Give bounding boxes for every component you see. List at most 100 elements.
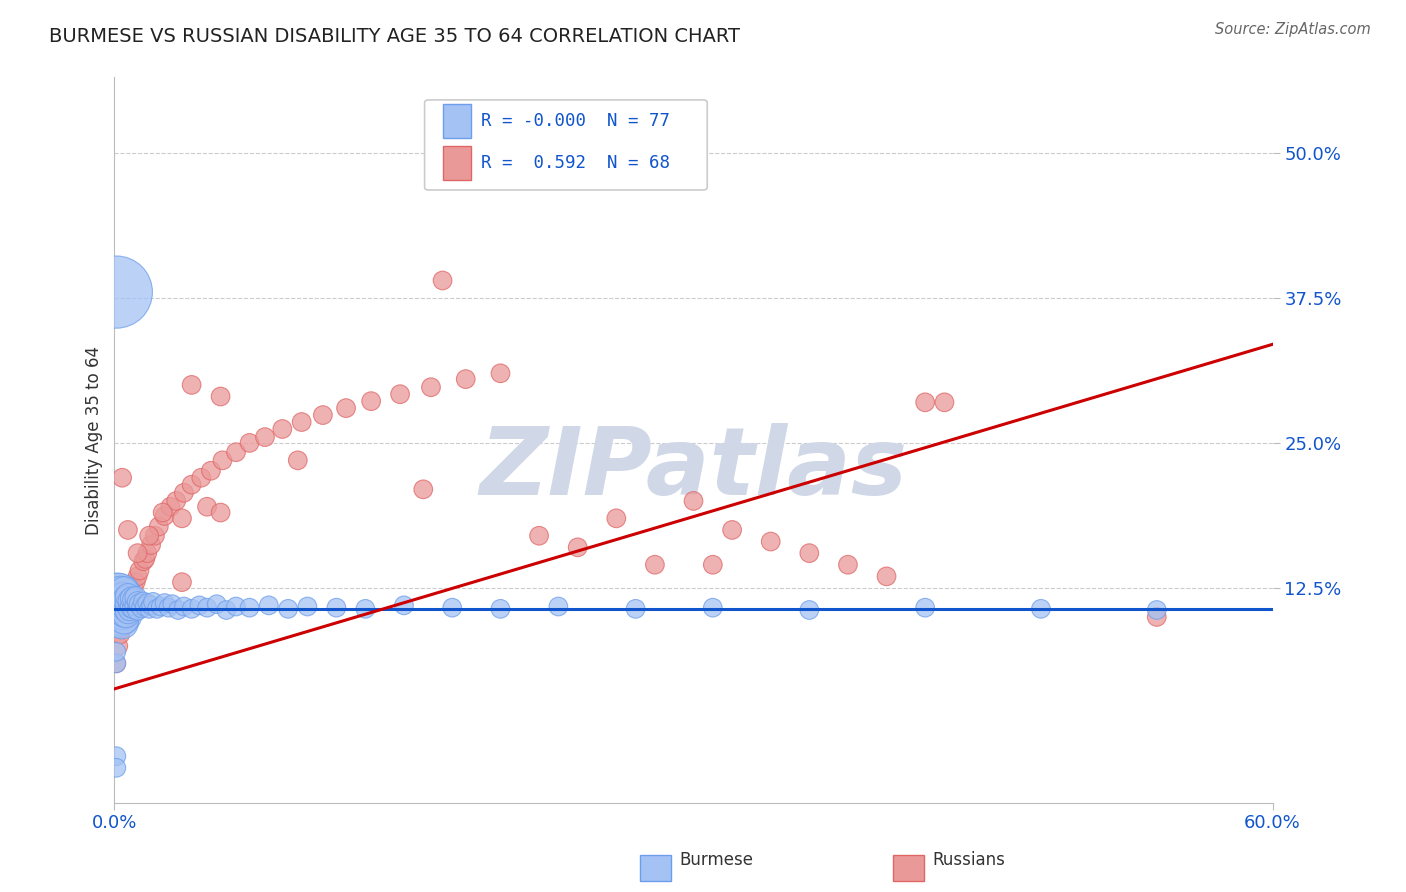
- Point: [142, 595, 165, 609]
- Text: Source: ZipAtlas.com: Source: ZipAtlas.com: [1215, 22, 1371, 37]
- Point: [547, 599, 569, 614]
- Point: [441, 600, 464, 615]
- Point: [107, 596, 129, 610]
- Point: [112, 610, 135, 624]
- Point: [432, 273, 454, 287]
- Point: [162, 597, 184, 611]
- Point: [157, 600, 180, 615]
- Point: [837, 558, 859, 572]
- Point: [225, 445, 247, 459]
- Point: [112, 605, 135, 619]
- Point: [195, 500, 218, 514]
- Point: [112, 599, 135, 613]
- Point: [115, 600, 138, 615]
- Point: [152, 506, 174, 520]
- Point: [128, 564, 150, 578]
- Point: [238, 436, 260, 450]
- Point: [170, 575, 193, 590]
- Point: [111, 622, 134, 636]
- Point: [180, 602, 202, 616]
- Point: [121, 599, 143, 614]
- Point: [134, 599, 156, 614]
- Point: [209, 390, 232, 404]
- Point: [117, 599, 139, 613]
- Point: [624, 602, 647, 616]
- Point: [225, 599, 247, 614]
- Point: [122, 581, 145, 595]
- Point: [143, 529, 166, 543]
- Point: [1029, 602, 1052, 616]
- Point: [420, 380, 443, 394]
- Point: [914, 600, 936, 615]
- Point: [200, 464, 222, 478]
- Point: [105, 657, 128, 671]
- Point: [111, 471, 134, 485]
- Point: [297, 599, 319, 614]
- Point: [360, 394, 382, 409]
- Point: [238, 600, 260, 615]
- Point: [122, 600, 145, 615]
- Point: [132, 554, 155, 568]
- Point: [139, 538, 162, 552]
- Point: [312, 408, 335, 422]
- Point: [105, 592, 128, 607]
- Point: [454, 372, 477, 386]
- Point: [122, 592, 145, 607]
- Text: R = -0.000  N = 77: R = -0.000 N = 77: [481, 112, 669, 130]
- Point: [127, 569, 149, 583]
- Point: [1146, 610, 1168, 624]
- Point: [215, 603, 238, 617]
- Point: [567, 541, 589, 555]
- Point: [876, 569, 898, 583]
- Point: [118, 593, 141, 607]
- Point: [115, 607, 138, 622]
- Point: [124, 575, 146, 590]
- Point: [105, 604, 128, 618]
- Point: [195, 600, 218, 615]
- Point: [121, 587, 143, 601]
- Point: [392, 599, 415, 613]
- Point: [335, 401, 357, 416]
- Point: [117, 523, 139, 537]
- Point: [121, 591, 143, 606]
- Point: [489, 367, 512, 381]
- Point: [105, 645, 128, 659]
- Point: [107, 639, 129, 653]
- Point: [799, 546, 821, 560]
- Y-axis label: Disability Age 35 to 64: Disability Age 35 to 64: [86, 345, 103, 534]
- Point: [759, 534, 782, 549]
- Point: [799, 603, 821, 617]
- Point: [159, 500, 181, 514]
- Point: [173, 485, 195, 500]
- Point: [153, 508, 176, 523]
- Point: [148, 519, 170, 533]
- Point: [934, 395, 956, 409]
- Point: [117, 589, 139, 603]
- Point: [682, 494, 704, 508]
- Point: [118, 602, 141, 616]
- Point: [170, 511, 193, 525]
- Point: [702, 558, 724, 572]
- Point: [173, 599, 195, 614]
- Point: [489, 602, 512, 616]
- Point: [253, 430, 276, 444]
- Point: [134, 552, 156, 566]
- Point: [138, 529, 160, 543]
- Point: [149, 599, 172, 614]
- Point: [105, 599, 128, 613]
- Point: [180, 378, 202, 392]
- Point: [111, 599, 134, 614]
- Point: [605, 511, 627, 525]
- Point: [112, 591, 135, 605]
- Point: [139, 599, 162, 613]
- Point: [108, 602, 131, 616]
- Point: [108, 588, 131, 602]
- Point: [107, 600, 129, 615]
- Point: [112, 615, 135, 630]
- Text: ZIPatlas: ZIPatlas: [479, 423, 907, 515]
- Point: [153, 596, 176, 610]
- Text: R =  0.592  N = 68: R = 0.592 N = 68: [481, 154, 669, 172]
- Point: [127, 595, 149, 609]
- Point: [127, 603, 149, 617]
- Point: [105, 761, 128, 775]
